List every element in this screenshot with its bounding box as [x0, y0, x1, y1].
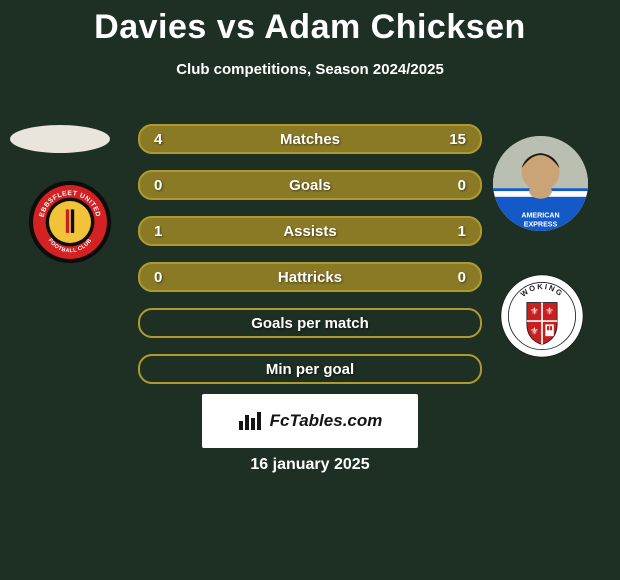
- svg-text:⚜: ⚜: [530, 326, 539, 337]
- stat-label: Matches: [140, 131, 480, 148]
- svg-text:AMERICAN: AMERICAN: [521, 212, 559, 220]
- svg-text:EXPRESS: EXPRESS: [524, 220, 558, 228]
- subtitle: Club competitions, Season 2024/2025: [0, 61, 620, 78]
- stat-label: Hattricks: [140, 269, 480, 286]
- stat-value-left: 4: [154, 131, 178, 148]
- svg-text:⚜: ⚜: [530, 306, 539, 317]
- player-right-avatar: AMERICAN EXPRESS: [493, 136, 588, 231]
- svg-text:⚜: ⚜: [545, 306, 554, 317]
- stat-row-hattricks: 0 Hattricks 0: [138, 262, 482, 292]
- date-text: 16 january 2025: [0, 456, 620, 474]
- stat-value-right: 0: [442, 269, 466, 286]
- stat-value-right: 1: [442, 223, 466, 240]
- stat-value-right: 0: [442, 177, 466, 194]
- player-right-portrait-icon: AMERICAN EXPRESS: [493, 136, 588, 231]
- stat-row-matches: 4 Matches 15: [138, 124, 482, 154]
- stat-value-left: 1: [154, 223, 178, 240]
- stat-label: Goals per match: [140, 315, 480, 332]
- brand-card: FcTables.com: [202, 394, 418, 448]
- stat-value-left: 0: [154, 269, 178, 286]
- club-right-badge: WOKING ⚜ ⚜ ⚜: [500, 274, 584, 358]
- stat-row-goals: 0 Goals 0: [138, 170, 482, 200]
- club-left-badge: EBBSFLEET UNITED FOOTBALL CLUB: [28, 180, 112, 264]
- stat-label: Min per goal: [140, 361, 480, 378]
- ebbsfleet-badge-icon: EBBSFLEET UNITED FOOTBALL CLUB: [28, 180, 112, 264]
- bar-chart-icon: [238, 411, 264, 431]
- stat-value-right: 15: [442, 131, 466, 148]
- stat-value-left: 0: [154, 177, 178, 194]
- stat-label: Goals: [140, 177, 480, 194]
- woking-badge-icon: WOKING ⚜ ⚜ ⚜: [500, 274, 584, 358]
- brand-text: FcTables.com: [270, 411, 383, 431]
- stat-label: Assists: [140, 223, 480, 240]
- player-left-avatar: [10, 125, 110, 153]
- page-title: Davies vs Adam Chicksen: [0, 0, 620, 47]
- stat-row-goals-per-match: Goals per match: [138, 308, 482, 338]
- stat-row-min-per-goal: Min per goal: [138, 354, 482, 384]
- stat-row-assists: 1 Assists 1: [138, 216, 482, 246]
- stats-panel: 4 Matches 15 0 Goals 0 1 Assists 1 0 Hat…: [138, 124, 482, 400]
